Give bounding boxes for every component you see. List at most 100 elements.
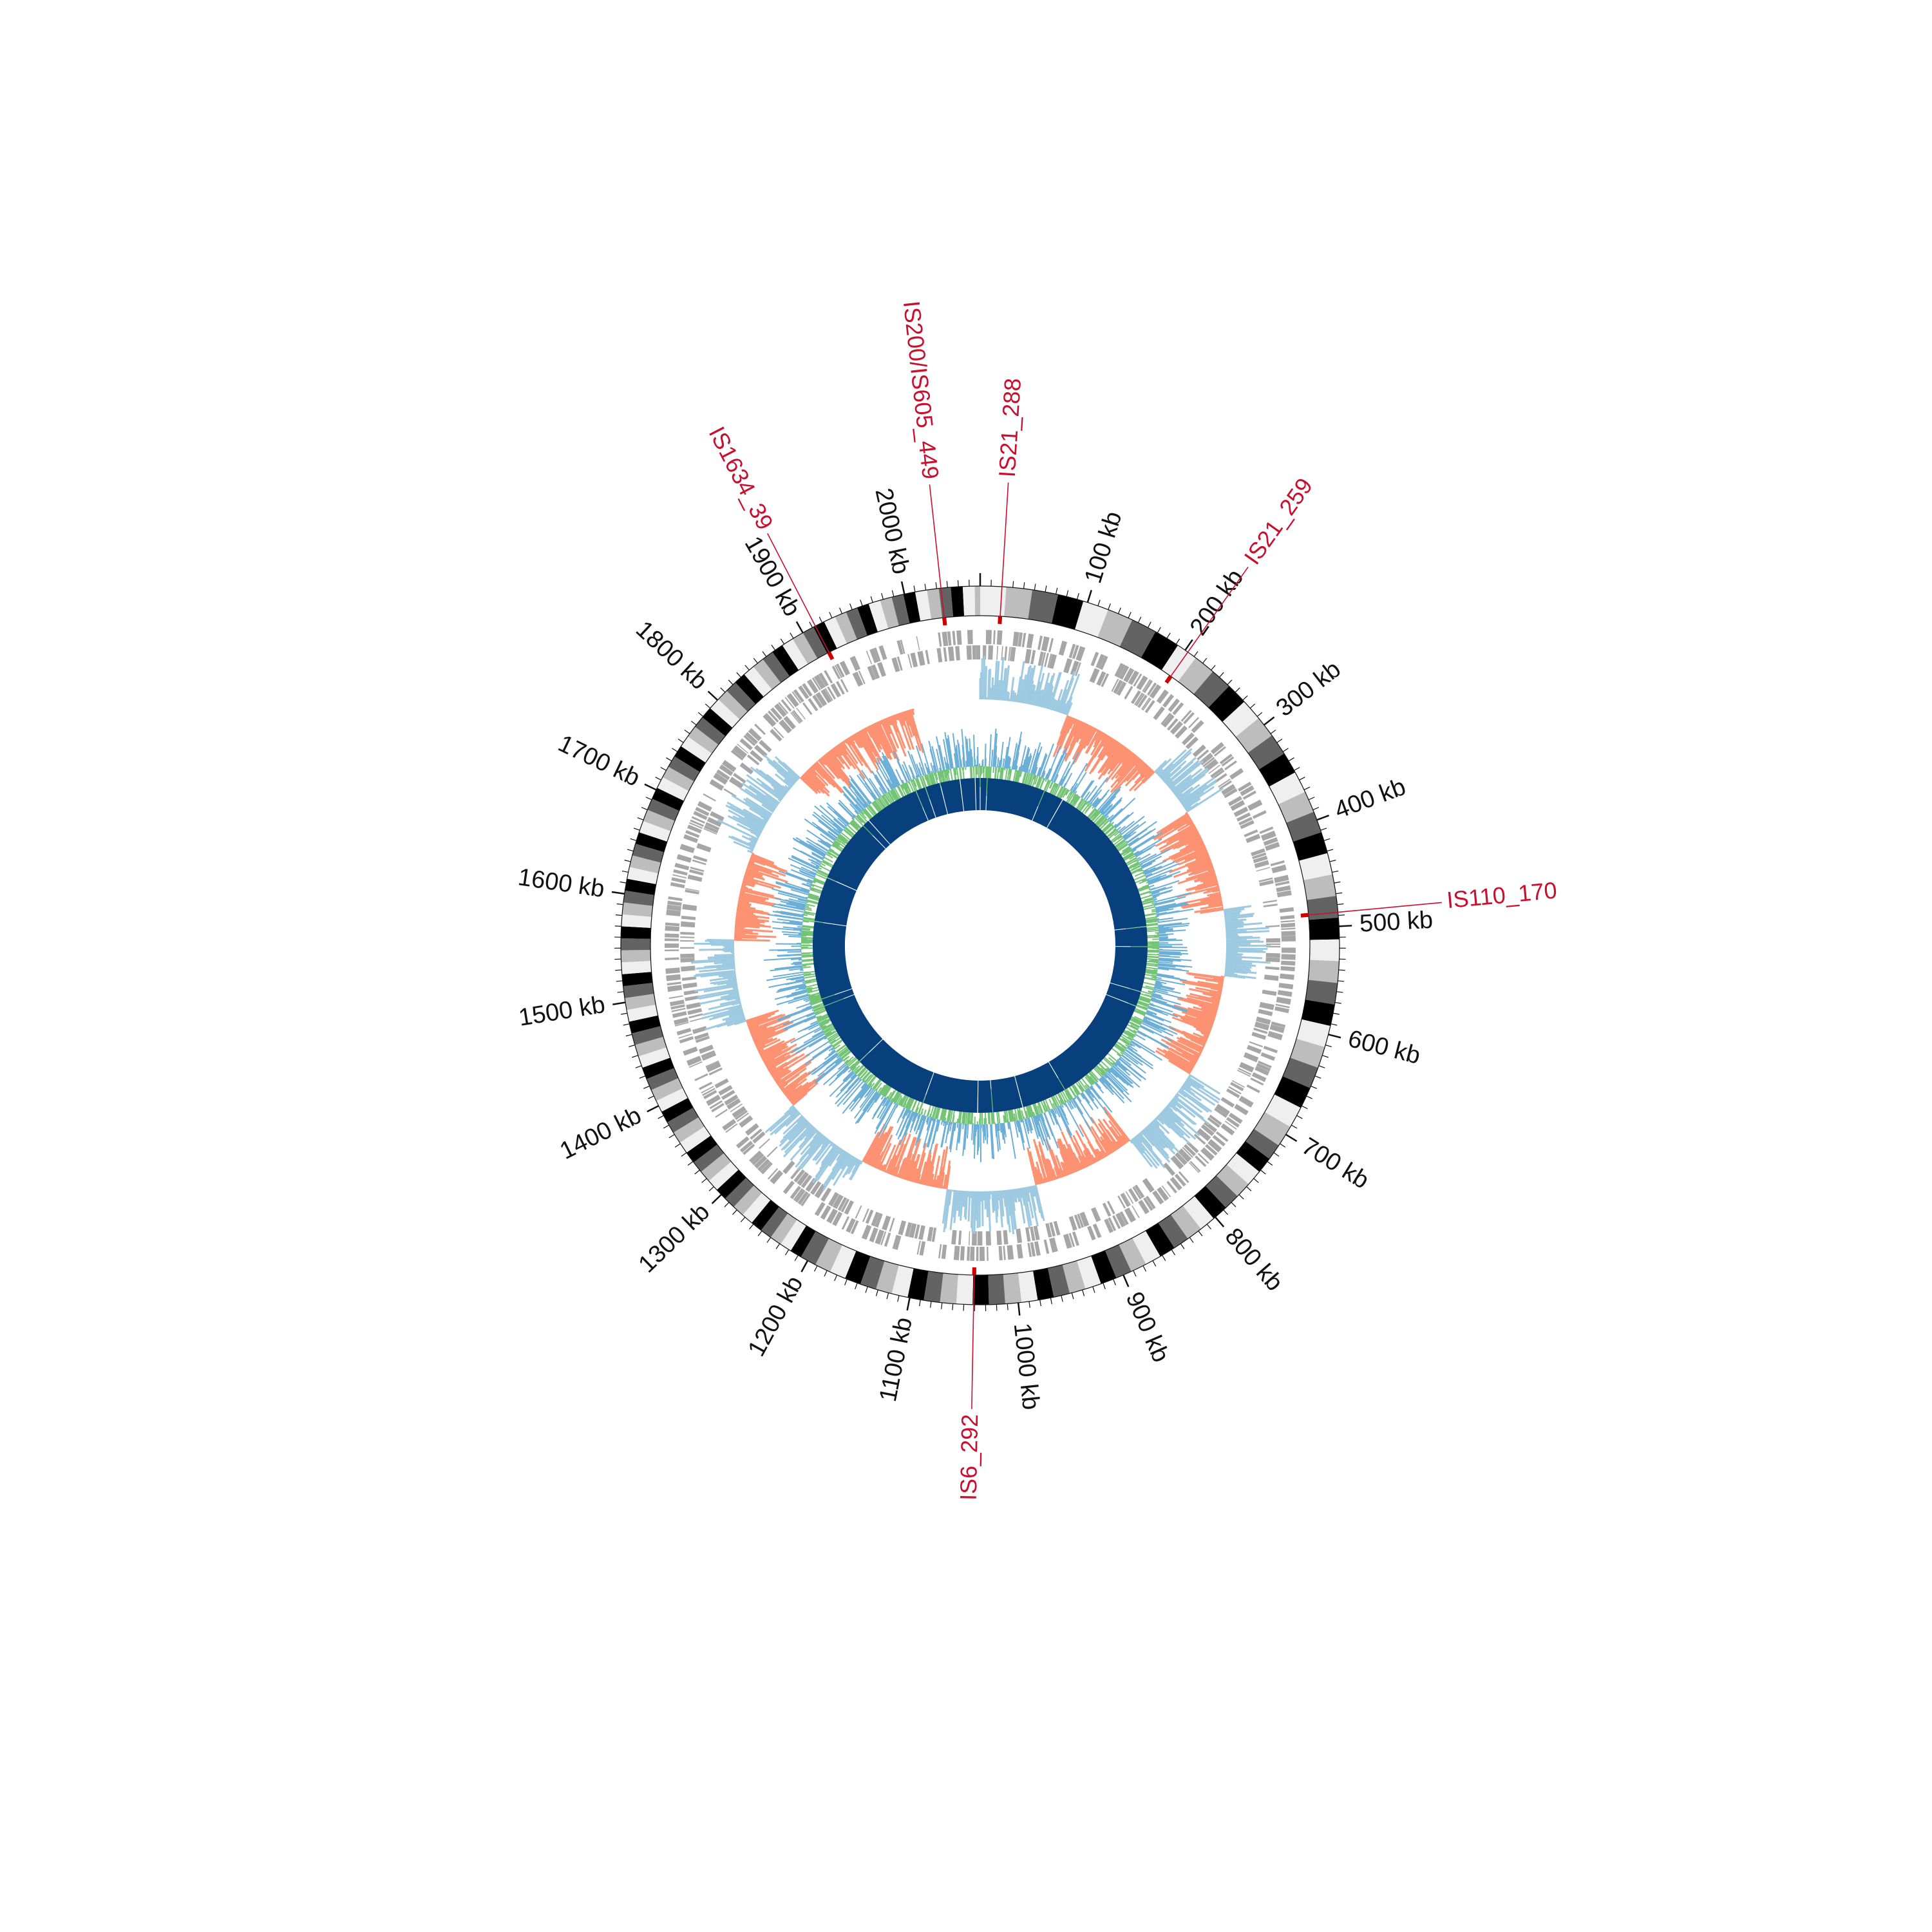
karyotype-band [1305,980,1338,1005]
gene-block [739,1141,753,1153]
gene-block [680,947,695,949]
gc-bar [1027,769,1029,773]
skew-negative-bar [1095,1139,1107,1158]
gc-bar [1054,774,1059,783]
karyotype-band [880,597,899,629]
gene-block [1119,665,1130,680]
gene-block [1178,1171,1189,1184]
gene-block [1221,756,1235,767]
scale-tick [666,757,672,762]
gene-block [916,1240,921,1255]
gene-block [1161,1185,1171,1198]
gc-bar [782,922,803,925]
gc-bar [831,1048,835,1051]
gc-bar [887,1092,893,1099]
scale-tick-label: 700 kb [1297,1133,1374,1195]
karyotype-band [623,890,654,906]
gc-bar [1038,1114,1041,1118]
gene-block [830,683,841,698]
skew-negative-bar [1094,1148,1103,1160]
skew-positive-bar [1224,971,1235,974]
skew-positive-bar [1018,679,1025,703]
gc-bar [999,768,1003,782]
gene-block [733,773,746,784]
gc-bar [1151,994,1164,999]
gc-bar [911,754,920,777]
gc-bar [990,1124,995,1160]
gc-bar [924,762,929,775]
gene-block [1242,790,1256,800]
gene-block [1091,1208,1100,1222]
gc-bar [1145,863,1180,878]
gene-block [680,936,695,938]
gc-bar [1036,1115,1040,1122]
gc-bar [1003,1115,1005,1123]
gene-block [791,711,802,723]
gc-bar [803,1031,824,1044]
skew-negative-bar [1195,883,1219,891]
gc-bar [842,786,864,811]
skew-positive-bar [748,837,758,843]
gc-bar [782,926,802,930]
gc-bar [838,799,856,818]
gene-block [693,811,708,820]
gc-bar [1038,754,1048,777]
gc-bar [1084,804,1092,815]
karyotype-band [1075,601,1108,638]
skew-negative-bar [1027,1147,1037,1186]
gene-block [1249,1041,1264,1048]
skew-positive-bar [1225,918,1247,923]
gc-bar [763,956,802,961]
gc-bar [944,732,952,769]
gc-bar [1158,928,1173,931]
skew-positive-bar [1134,1135,1160,1167]
scale-tick [834,1274,838,1282]
skew-positive-bar [984,666,987,700]
gene-block [710,811,724,822]
gene-block [1231,1080,1245,1088]
karyotype-band [701,1153,732,1181]
scale-tick [875,1289,878,1296]
gc-bar [1092,798,1099,806]
gene-block [1145,1195,1156,1209]
gc-bar [1031,752,1039,775]
gene-block [1209,1114,1222,1126]
gc-bar [1151,891,1160,895]
skew-positive-bar [942,1189,949,1224]
gc-bar [810,861,820,867]
gene-block [666,974,681,981]
gc-bar [990,1124,994,1159]
gene-block [1030,650,1036,665]
gc-bar [885,1099,891,1107]
skew-positive-bar [745,797,773,815]
gc-bar [850,1073,856,1079]
gc-bar [875,1088,878,1091]
scale-tick-label: 300 kb [1271,656,1346,722]
scale-tick [1086,590,1092,603]
gc-bar [1120,815,1145,835]
skew-positive-bar [695,969,736,976]
gene-block [1252,852,1267,860]
gc-bar [848,1076,860,1090]
gc-bar [911,1099,918,1112]
gene-block [1263,837,1278,846]
scale-tick [1280,1143,1286,1148]
skew-positive-bar [1224,912,1240,916]
gc-bar [1045,779,1047,782]
skew-negative-bar [896,1159,905,1178]
scale-tick-label: 500 kb [1359,907,1434,938]
scale-tick [897,1295,900,1302]
gc-bar [819,1025,821,1027]
gc-bar [820,840,831,848]
gc-bar [1117,1059,1120,1061]
gc-bar [807,878,813,882]
skew-negative-bar [1074,726,1094,763]
scale-tick [1318,1065,1325,1068]
gc-bar [1092,812,1101,822]
gene-block [1112,1215,1121,1229]
gc-bar [1118,1057,1142,1078]
scale-tick [881,592,884,600]
gc-bar [811,859,821,866]
skew-positive-bar [1175,773,1206,797]
scale-tick [1066,590,1069,597]
